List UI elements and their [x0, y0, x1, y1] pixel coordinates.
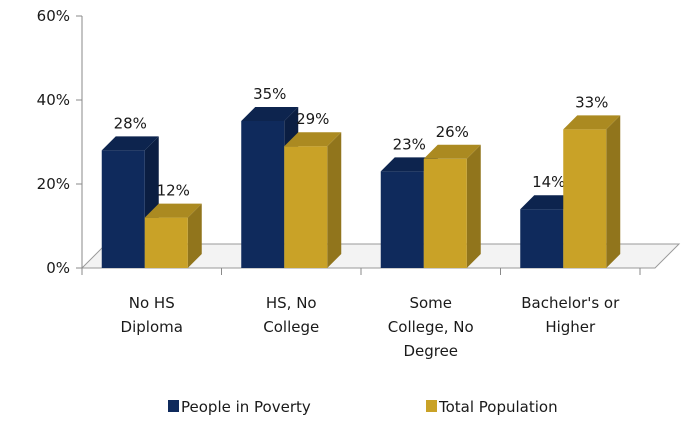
bar-front	[563, 129, 607, 268]
y-tick-label: 20%	[37, 175, 70, 193]
bar-top	[241, 107, 299, 121]
y-tick-label: 0%	[46, 259, 70, 277]
category-label: Bachelor's or	[521, 294, 620, 312]
data-label: 14%	[532, 173, 565, 191]
bar-top	[520, 195, 578, 210]
data-label: 26%	[436, 123, 469, 141]
legend-swatch	[168, 400, 179, 412]
bar-side	[606, 115, 621, 269]
category-label: Degree	[403, 342, 458, 360]
bar-front	[284, 146, 328, 268]
data-label: 28%	[114, 114, 147, 132]
y-tick-label: 40%	[37, 91, 70, 109]
data-label: 35%	[253, 85, 286, 103]
bar-side	[466, 144, 481, 268]
bar-top	[101, 136, 159, 151]
legend-label: Total Population	[438, 398, 558, 416]
bar-front	[101, 150, 145, 268]
category-label: HS, No	[266, 294, 317, 312]
data-label: 23%	[393, 135, 426, 153]
legend-label: People in Poverty	[181, 398, 311, 416]
bar	[563, 115, 621, 269]
bar-front	[144, 217, 188, 268]
category-label: Diploma	[121, 318, 183, 336]
bar-side	[327, 132, 342, 268]
bar-front	[520, 209, 564, 268]
category-label: College, No	[388, 318, 474, 336]
category-label: Higher	[545, 318, 596, 336]
data-label: 29%	[296, 110, 329, 128]
bar	[284, 132, 342, 268]
bar	[423, 144, 481, 268]
data-label: 12%	[157, 182, 190, 200]
bar-front	[380, 171, 424, 268]
bar-top	[284, 132, 342, 147]
category-label: Some	[409, 294, 452, 312]
legend-swatch	[426, 400, 437, 412]
data-label: 33%	[575, 93, 608, 111]
bar-top	[423, 144, 481, 159]
bar-side	[187, 203, 202, 268]
bar-top	[380, 157, 438, 172]
bar-front	[423, 158, 467, 268]
bar-top	[563, 115, 621, 130]
category-label: College	[263, 318, 319, 336]
bar-front	[241, 121, 285, 268]
y-tick-label: 60%	[37, 7, 70, 25]
category-label: No HS	[129, 294, 175, 312]
bar	[144, 203, 202, 268]
bar-top	[144, 203, 202, 218]
